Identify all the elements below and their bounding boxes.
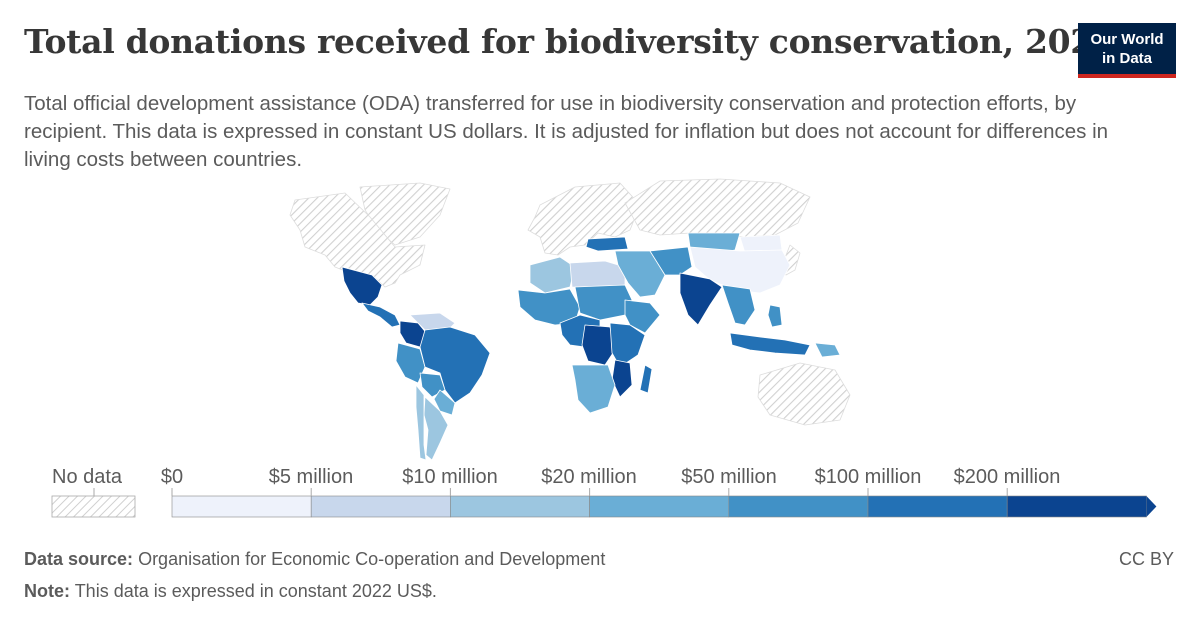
legend-swatch-0[interactable] [171, 495, 312, 518]
region-mozambique[interactable] [611, 359, 633, 398]
world-map[interactable] [0, 175, 1200, 465]
region-argentina[interactable] [423, 396, 449, 461]
region-philippines[interactable] [767, 304, 783, 328]
region-peru[interactable] [395, 342, 426, 384]
region-australia[interactable] [757, 362, 851, 426]
data-source-text[interactable]: Organisation for Economic Co-operation a… [138, 549, 606, 569]
region-east-africa[interactable] [609, 322, 646, 368]
region-russia[interactable] [624, 178, 811, 238]
note-label: Note: [24, 581, 70, 601]
owid-logo[interactable]: Our World in Data [1078, 23, 1176, 78]
legend-label-1: $5 million [268, 466, 354, 488]
legend-label-2: $10 million [402, 466, 498, 488]
region-sudan-chad[interactable] [574, 284, 633, 321]
logo-line-1: Our World [1090, 31, 1164, 48]
region-uruguay-paraguay[interactable] [433, 389, 456, 416]
logo-line-2: in Data [1101, 50, 1152, 67]
legend-swatch-1[interactable] [310, 495, 451, 518]
region-papua-new-guinea[interactable] [814, 342, 841, 358]
region-ethiopia-horn[interactable] [624, 299, 661, 334]
region-europe[interactable] [527, 182, 641, 256]
data-source-label: Data source: [24, 549, 134, 569]
legend-no-data-label: No data [52, 466, 123, 488]
region-chile[interactable] [415, 384, 427, 461]
region-north-america[interactable] [289, 192, 426, 288]
region-central-america[interactable] [361, 302, 401, 328]
chart-subtitle: Total official development assistance (O… [24, 92, 1109, 171]
region-southeast-asia[interactable] [721, 284, 756, 326]
legend-swatch-6[interactable] [1006, 495, 1147, 518]
legend-swatch-no-data[interactable] [51, 495, 136, 518]
note-text: This data is expressed in constant 2022 … [74, 581, 437, 601]
legend-swatch-4[interactable] [728, 495, 869, 518]
region-brazil[interactable] [419, 326, 491, 404]
chart-title: Total donations received for biodiversit… [24, 22, 1116, 61]
legend-label-5: $100 million [814, 466, 922, 488]
region-north-africa-east[interactable] [569, 260, 626, 290]
legend-swatch-3[interactable] [589, 495, 730, 518]
data-source: Data source: Organisation for Economic C… [24, 547, 605, 571]
region-indonesia[interactable] [729, 332, 811, 356]
region-southern-africa[interactable] [571, 364, 616, 414]
license-link[interactable]: CC BY [1118, 549, 1174, 569]
region-drc[interactable] [581, 324, 616, 366]
legend-label-0: $0 [160, 466, 184, 488]
legend-swatch-2[interactable] [450, 495, 590, 518]
legend-swatch-5[interactable] [867, 495, 1008, 518]
region-china[interactable] [689, 246, 791, 294]
legend-label-6: $200 million [953, 466, 1061, 488]
region-north-africa-west[interactable] [529, 256, 576, 294]
region-madagascar[interactable] [639, 364, 653, 394]
chart-note: Note: This data is expressed in constant… [24, 579, 437, 603]
region-pakistan-afghanistan[interactable] [649, 246, 693, 276]
region-turkey[interactable] [585, 236, 629, 252]
region-india[interactable] [679, 272, 723, 326]
legend-label-4: $50 million [681, 466, 777, 488]
legend-label-3: $20 million [541, 466, 637, 488]
color-legend[interactable] [0, 488, 1200, 528]
legend-arrow [1146, 496, 1157, 517]
